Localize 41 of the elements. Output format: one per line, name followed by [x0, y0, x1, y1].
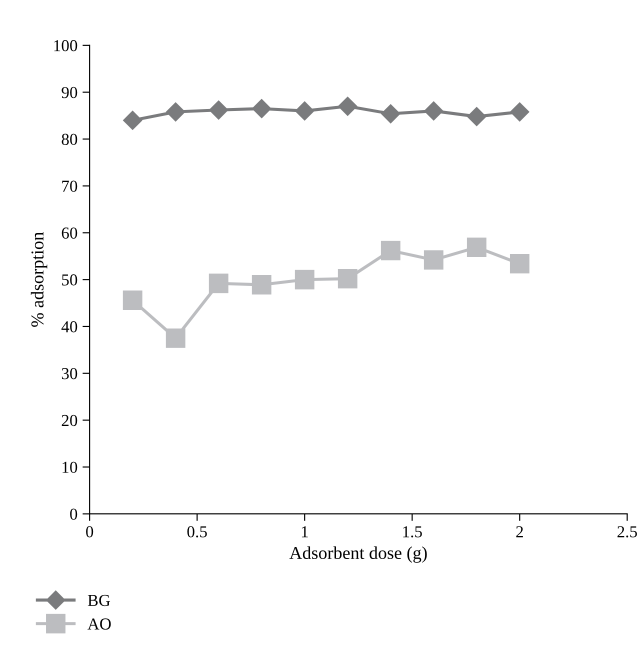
point — [252, 275, 272, 294]
y-tick-label: 10 — [62, 462, 78, 473]
point — [510, 254, 530, 274]
point — [209, 100, 228, 120]
point — [122, 290, 142, 310]
y-tick-label: 70 — [62, 180, 78, 192]
point — [381, 104, 400, 124]
point — [467, 107, 486, 126]
point — [338, 268, 358, 288]
y-tick-label: 0 — [70, 508, 78, 520]
y-tick-label: 40 — [61, 321, 78, 332]
y-tick-label: 100 — [54, 40, 78, 52]
point — [123, 110, 142, 130]
x-tick-label: 2.5 — [618, 526, 637, 538]
y-tick-label: 50 — [62, 274, 78, 286]
point — [294, 270, 314, 290]
point — [208, 274, 228, 294]
point — [295, 101, 314, 120]
point — [166, 102, 186, 122]
point — [424, 101, 444, 120]
point — [466, 238, 486, 258]
point — [510, 102, 530, 122]
x-tick-label: 0.5 — [187, 526, 207, 538]
x-tick-label: 0 — [86, 526, 94, 538]
x-axis-title: Adsorbent dose (g) — [289, 546, 427, 563]
y-axis-title: % adsorption — [30, 232, 48, 327]
point — [338, 96, 358, 116]
legend-label: BG — [88, 594, 110, 606]
y-tick-label: 30 — [62, 368, 78, 380]
x-tick-label: 1.5 — [403, 526, 422, 538]
point — [380, 240, 400, 260]
legend-label: AO — [88, 618, 111, 630]
point — [424, 250, 444, 270]
point — [252, 99, 272, 118]
y-tick-label: 20 — [62, 414, 78, 426]
point — [166, 328, 186, 348]
x-tick-label: 2 — [516, 526, 523, 538]
y-tick-label: 80 — [62, 134, 78, 146]
y-tick-label: 60 — [62, 227, 78, 239]
x-tick-label: 1 — [302, 526, 308, 538]
y-tick-label: 90 — [62, 86, 78, 98]
